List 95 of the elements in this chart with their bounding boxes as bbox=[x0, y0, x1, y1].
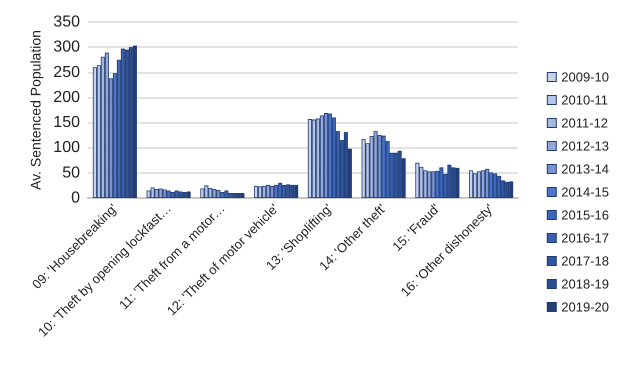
bar bbox=[374, 131, 378, 198]
y-tick-label: 250 bbox=[53, 64, 80, 81]
bar bbox=[451, 167, 456, 198]
bar bbox=[146, 190, 151, 198]
legend-label: 2012-13 bbox=[561, 138, 610, 154]
legend-label: 2014-15 bbox=[561, 184, 610, 200]
bar bbox=[162, 189, 167, 198]
bar bbox=[182, 192, 187, 198]
bar bbox=[150, 187, 155, 198]
legend-label: 2019-20 bbox=[561, 300, 610, 314]
bar bbox=[100, 56, 105, 198]
y-tick-label: 50 bbox=[62, 164, 80, 182]
y-tick-label: 300 bbox=[53, 38, 80, 56]
bar bbox=[262, 186, 266, 198]
bar bbox=[258, 186, 262, 198]
bar bbox=[124, 50, 129, 198]
bar bbox=[204, 185, 208, 198]
bar bbox=[469, 170, 474, 198]
bar bbox=[427, 171, 432, 198]
legend-label: 2018-19 bbox=[561, 276, 610, 292]
bar bbox=[485, 168, 490, 198]
bar bbox=[208, 188, 212, 198]
bar bbox=[282, 184, 286, 198]
bar bbox=[104, 52, 109, 198]
bar bbox=[224, 190, 228, 198]
bar bbox=[489, 172, 494, 198]
bar bbox=[501, 180, 506, 198]
bar bbox=[473, 173, 478, 198]
bar bbox=[316, 118, 320, 198]
bar bbox=[398, 150, 402, 198]
bar bbox=[455, 168, 460, 198]
bar bbox=[154, 188, 159, 198]
legend-label: 2013-14 bbox=[561, 162, 610, 176]
bar bbox=[216, 190, 220, 198]
y-tick-label: 100 bbox=[53, 139, 80, 156]
bar bbox=[324, 113, 328, 198]
bar bbox=[274, 184, 278, 198]
bar bbox=[290, 184, 294, 198]
bar bbox=[128, 47, 133, 198]
bar bbox=[320, 116, 324, 198]
bar bbox=[266, 184, 270, 198]
bar bbox=[212, 188, 216, 198]
bar bbox=[415, 162, 420, 198]
bar bbox=[232, 192, 236, 198]
bar bbox=[240, 192, 244, 198]
bar bbox=[481, 170, 486, 198]
y-axis-title: Av. Sentenced Population bbox=[27, 30, 44, 190]
bar bbox=[382, 136, 386, 198]
bar bbox=[178, 191, 183, 198]
bar bbox=[394, 152, 398, 198]
bar bbox=[92, 67, 97, 198]
bar bbox=[186, 191, 191, 198]
bar bbox=[286, 184, 290, 198]
bar bbox=[497, 176, 502, 198]
bar bbox=[362, 139, 366, 198]
bar bbox=[166, 190, 171, 198]
bar bbox=[431, 171, 436, 198]
bar bbox=[477, 171, 482, 198]
bar bbox=[447, 164, 452, 198]
bar bbox=[120, 48, 125, 198]
bar bbox=[254, 186, 258, 198]
bar bbox=[419, 166, 424, 198]
bar bbox=[505, 182, 510, 198]
legend-label: 2010-11 bbox=[561, 92, 608, 108]
legend-label: 2009-10 bbox=[561, 70, 610, 84]
bar bbox=[174, 190, 179, 198]
legend-label: 2016-17 bbox=[561, 230, 610, 246]
bar bbox=[509, 181, 514, 198]
legend-label: 2011-12 bbox=[561, 116, 608, 130]
y-tick-label: 150 bbox=[53, 114, 80, 132]
bar bbox=[344, 132, 348, 198]
bar bbox=[332, 118, 336, 198]
bar bbox=[378, 135, 382, 198]
bar bbox=[439, 167, 444, 198]
bar bbox=[493, 173, 498, 198]
bar bbox=[423, 170, 428, 198]
bar bbox=[132, 46, 137, 198]
y-tick-label: 350 bbox=[53, 14, 80, 30]
bar bbox=[312, 120, 316, 198]
y-tick-label: 0 bbox=[71, 190, 80, 206]
bar bbox=[228, 192, 232, 198]
legend-label: 2015-16 bbox=[561, 208, 610, 222]
y-tick-label: 200 bbox=[53, 88, 80, 106]
legend-label: 2017-18 bbox=[561, 254, 610, 268]
bar bbox=[435, 170, 440, 198]
bar bbox=[328, 114, 332, 198]
bar bbox=[220, 192, 224, 198]
bar bbox=[294, 184, 298, 198]
bar bbox=[270, 186, 274, 198]
bar bbox=[236, 192, 240, 198]
bar bbox=[308, 119, 312, 198]
bar bbox=[278, 182, 282, 198]
bar bbox=[170, 192, 175, 198]
bar bbox=[158, 188, 163, 198]
bar bbox=[200, 188, 204, 198]
